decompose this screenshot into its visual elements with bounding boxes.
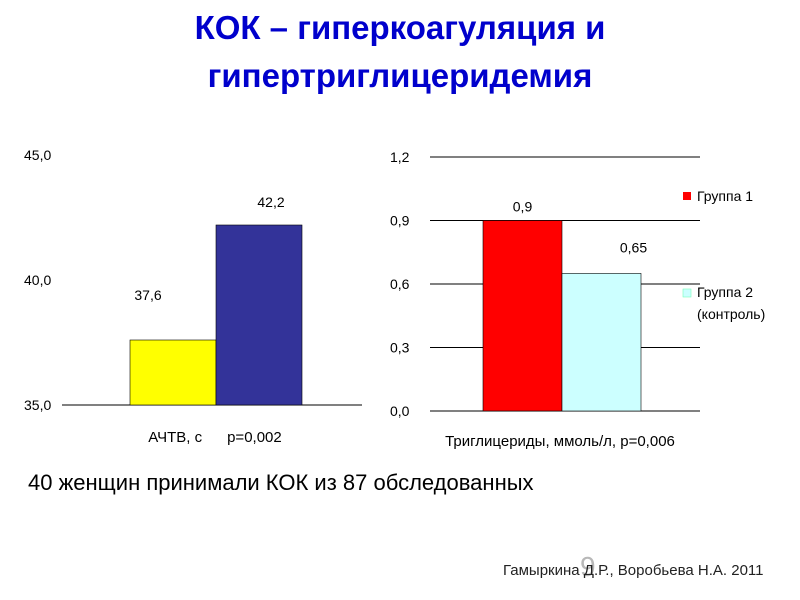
legend-swatch [683, 192, 691, 200]
data-label: 0,65 [620, 239, 647, 255]
bar [482, 220, 563, 412]
y-axis: 35,0 40,0 45,0 [24, 147, 362, 413]
y-tick-label: 0,3 [390, 340, 410, 356]
bars: 37,6 42,2 [129, 194, 303, 406]
data-label: 37,6 [134, 287, 161, 303]
caption: 40 женщин принимали КОК из 87 обследован… [28, 470, 534, 495]
legend-swatch [682, 288, 692, 298]
x-axis-label: Триглицериды, ммоль/л, р=0,006 [445, 433, 675, 450]
y-tick-label: 35,0 [24, 397, 51, 413]
y-tick-label: 40,0 [24, 272, 51, 288]
y-tick-label: 0,6 [390, 276, 410, 292]
author-credit: Гамыркина Д.Р., Воробьева Н.А. 2011 [503, 562, 764, 579]
y-tick-label: 1,2 [390, 149, 410, 165]
bar [561, 273, 642, 412]
x-axis-label: АЧТВ, с р=0,002 [148, 429, 281, 446]
legend-label: Группа 2 [697, 284, 753, 300]
legend-label: Группа 1 [697, 188, 753, 204]
y-tick-label: 45,0 [24, 147, 51, 163]
y-tick-label: 0,9 [390, 213, 410, 229]
bar [129, 339, 217, 406]
triglycerides-bar-chart: 0,0 0,3 0,6 0,9 1,2 0,9 0,65 Группа 1 Группа 2… [390, 149, 765, 450]
data-label: 42,2 [257, 194, 284, 210]
title-line-2: гипертриглицеридемия [207, 57, 593, 94]
legend: Группа 1 Группа 2 (контроль) [682, 188, 765, 322]
page-number: 9 [580, 551, 596, 582]
aptt-bar-chart: 35,0 40,0 45,0 37,6 42,2 АЧТВ, с р=0,002 [24, 147, 362, 446]
title-line-1: КОК – гиперкоагуляция и [194, 9, 606, 46]
slide-title: КОК – гиперкоагуляция и гипертриглицерид… [0, 4, 800, 100]
bar [215, 224, 303, 406]
y-tick-label: 0,0 [390, 403, 410, 419]
legend-label: (контроль) [697, 306, 765, 322]
data-label: 0,9 [513, 199, 533, 215]
y-axis: 0,0 0,3 0,6 0,9 1,2 [390, 149, 410, 419]
bars: 0,9 0,65 [482, 199, 647, 412]
